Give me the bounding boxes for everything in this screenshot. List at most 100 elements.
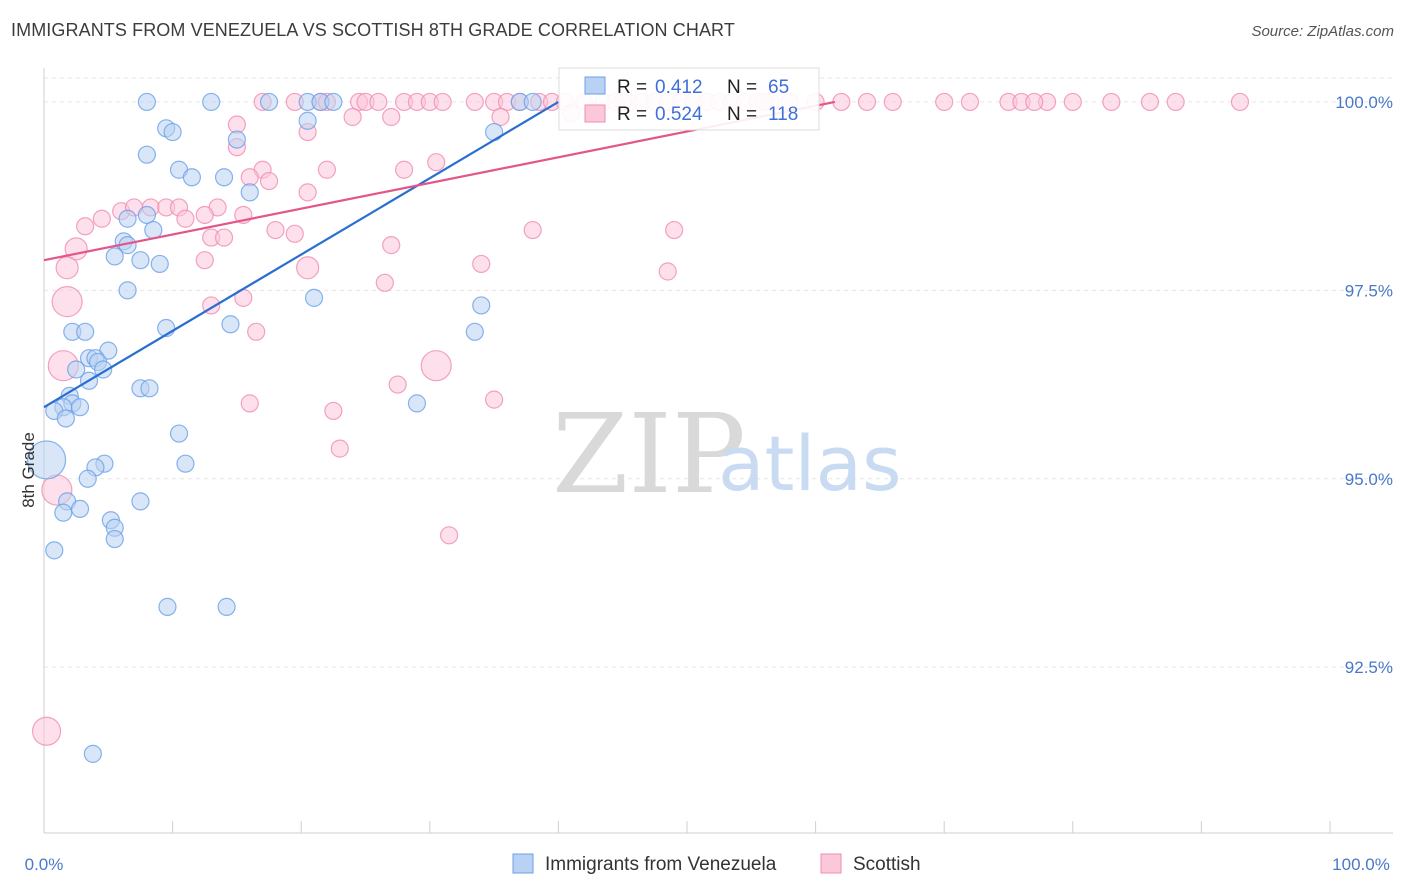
venezuela-point	[298, 111, 317, 130]
scottish-point	[935, 92, 954, 112]
scottish-point	[960, 92, 980, 112]
scottish-point	[227, 115, 246, 134]
scottish-point	[1102, 92, 1121, 112]
venezuela-point	[45, 541, 64, 560]
scottish-point	[195, 251, 214, 270]
scottish-point	[176, 209, 195, 228]
venezuela-point	[67, 360, 86, 379]
stats-r-value-venezuela: 0.412	[655, 77, 703, 98]
venezuela-point	[140, 379, 159, 398]
chart-title: IMMIGRANTS FROM VENEZUELA VS SCOTTISH 8T…	[11, 20, 735, 40]
venezuela-point	[304, 288, 324, 307]
y-tick-label: 95.0%	[1345, 470, 1393, 489]
venezuela-point	[105, 529, 124, 549]
venezuela-point	[259, 92, 279, 112]
stats-n-value-venezuela: 65	[768, 77, 789, 98]
y-tick-labels: 100.0% 97.5% 95.0% 92.5%	[1335, 93, 1393, 677]
scottish-point	[472, 254, 491, 274]
stats-n-label-scottish: N =	[727, 104, 757, 125]
stats-n-value-scottish: 118	[768, 104, 798, 125]
venezuela-point	[83, 744, 102, 763]
scottish-point	[382, 107, 401, 127]
venezuela-point	[214, 168, 234, 187]
venezuela-point	[78, 469, 97, 488]
y-tick-label: 100.0%	[1335, 93, 1393, 112]
venezuela-point	[118, 209, 137, 228]
scottish-point	[394, 160, 414, 179]
stats-legend: R = 0.412 N = 65 R = 0.524 N = 118	[558, 67, 820, 131]
venezuela-point	[202, 92, 221, 112]
venezuela-point	[485, 122, 504, 142]
scottish-point	[296, 256, 320, 280]
scottish-point	[427, 153, 446, 172]
venezuela-point	[118, 281, 137, 300]
stats-r-label-scottish: R =	[617, 104, 647, 125]
legend-swatch-venezuela	[512, 853, 534, 874]
scottish-point	[1140, 92, 1160, 112]
venezuela-point	[137, 92, 156, 112]
source-credit: Source: ZipAtlas.com	[1251, 23, 1394, 40]
scottish-point	[1230, 92, 1250, 112]
scottish-point	[1025, 92, 1044, 112]
legend-label-venezuela: Immigrants from Venezuela	[545, 854, 777, 875]
venezuela-point	[150, 254, 169, 274]
legend-label-scottish: Scottish	[853, 854, 921, 875]
y-tick-label: 97.5%	[1345, 281, 1393, 300]
scottish-point	[857, 92, 877, 112]
scottish-point	[433, 92, 452, 112]
scottish-point	[285, 224, 304, 243]
scottish-point	[832, 92, 851, 112]
x-axis	[43, 821, 1393, 834]
scottish-point	[1166, 92, 1185, 112]
watermark-zip: ZIP	[552, 390, 746, 518]
scottish-point	[259, 171, 279, 191]
venezuela-point	[76, 322, 95, 341]
venezuela-point	[472, 296, 491, 315]
venezuela-point	[131, 251, 150, 270]
venezuela-point	[158, 597, 177, 616]
venezuela-point	[227, 130, 246, 149]
scottish-point	[317, 160, 337, 179]
scottish-point	[1063, 92, 1082, 112]
scottish-point	[883, 92, 902, 112]
scottish-point	[330, 439, 349, 458]
venezuela-point	[221, 315, 240, 334]
venezuela-point	[182, 168, 201, 187]
scottish-point	[31, 716, 62, 746]
scottish-point	[240, 168, 259, 187]
scottish-point	[214, 228, 234, 247]
y-tick-label: 92.5%	[1345, 658, 1393, 677]
venezuela-point	[70, 398, 90, 417]
scottish-point	[420, 350, 452, 382]
stats-r-label-venezuela: R =	[617, 77, 647, 98]
scottish-point	[240, 394, 259, 413]
venezuela-point	[26, 440, 67, 480]
venezuela-point	[70, 499, 90, 519]
stats-n-label-venezuela: N =	[727, 77, 757, 98]
venezuela-point	[131, 492, 150, 511]
stats-r-value-scottish: 0.524	[655, 104, 703, 125]
x-tick-max: 100.0%	[1332, 855, 1390, 874]
venezuela-point	[137, 145, 156, 164]
scottish-point	[658, 262, 677, 281]
stats-swatch-scottish	[584, 104, 606, 123]
x-tick-min: 0.0%	[25, 855, 64, 874]
series-legend: Immigrants from Venezuela Scottish	[512, 853, 921, 875]
scottish-point	[55, 256, 79, 280]
scottish-point	[247, 322, 266, 341]
venezuela-point	[54, 503, 73, 522]
scottish-point	[665, 220, 684, 240]
gridlines	[44, 77, 1393, 668]
venezuela-point	[324, 92, 343, 112]
scottish-point	[51, 286, 83, 318]
scottish-point	[523, 220, 542, 240]
scottish-point	[375, 273, 394, 292]
stats-swatch-venezuela	[584, 76, 606, 95]
venezuela-point	[105, 247, 124, 266]
scottish-point	[195, 205, 214, 225]
scottish-point	[382, 236, 401, 255]
venezuela-point	[56, 409, 75, 428]
venezuela-point	[137, 205, 156, 225]
venezuela-point	[176, 454, 195, 473]
